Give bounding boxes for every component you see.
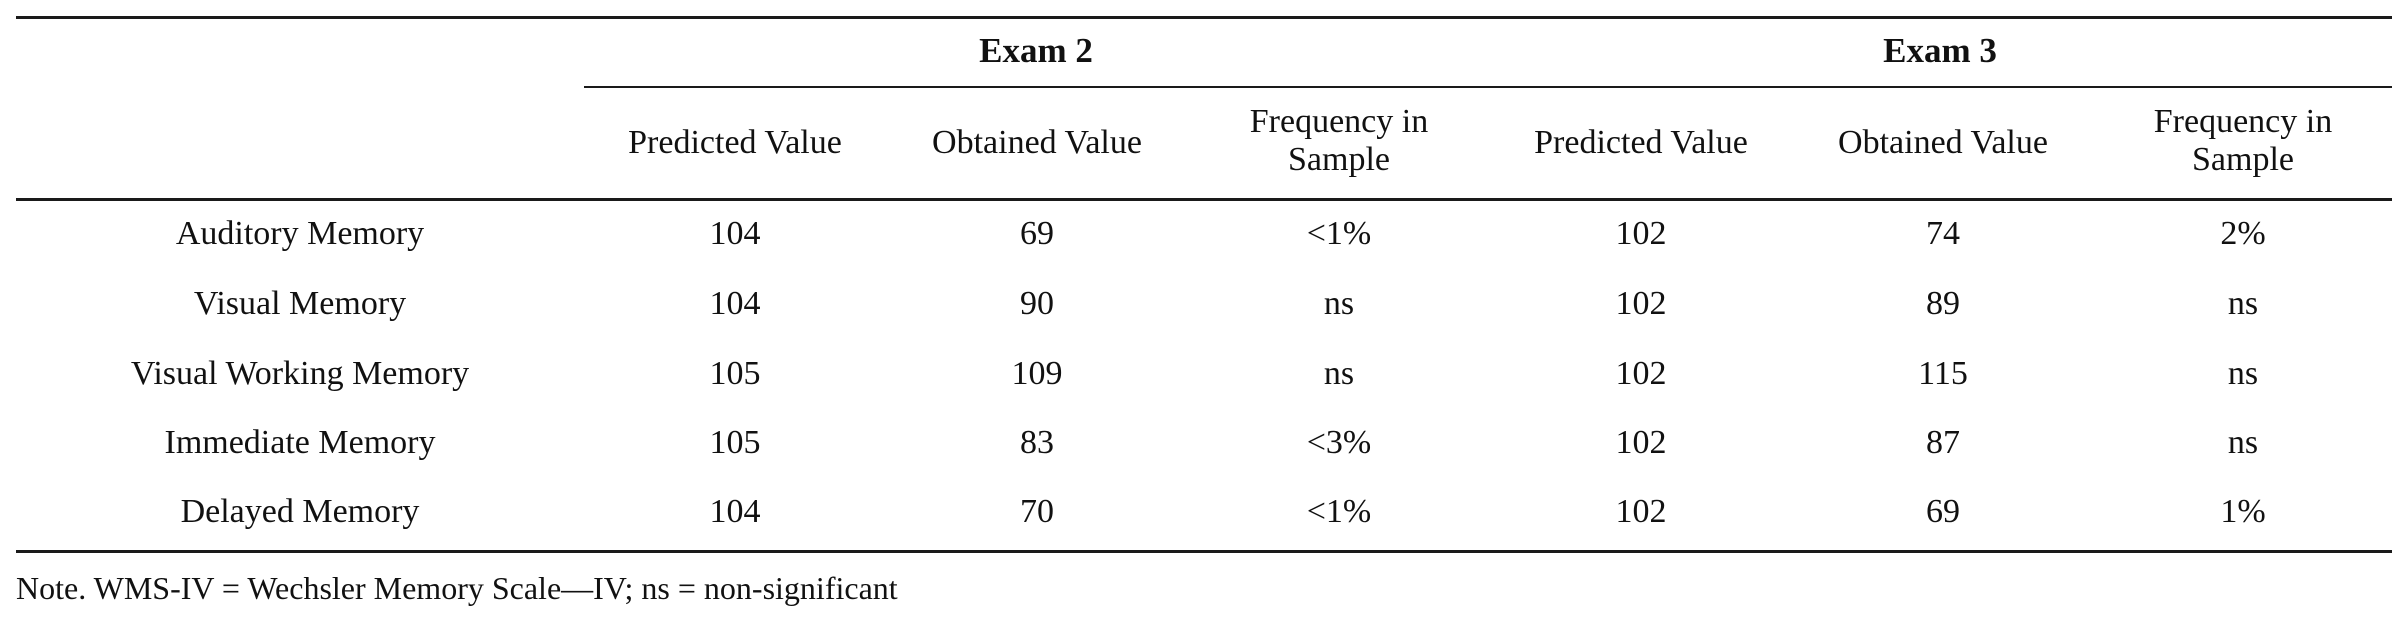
table-cell: 69 xyxy=(1020,215,1054,252)
table-cell: <3% xyxy=(1306,424,1372,461)
table-cell: 74 xyxy=(1926,215,1960,252)
group-header-exam-3: Exam 3 xyxy=(1883,31,1997,70)
table-cell: 109 xyxy=(1011,355,1063,392)
column-header-frequency-in-sample: Frequency in Sample xyxy=(1188,103,1490,179)
table-cell: 1% xyxy=(2220,493,2266,530)
table-cell: ns xyxy=(2227,355,2259,392)
table-cell: ns xyxy=(2227,285,2259,322)
row-label: Delayed Memory xyxy=(180,493,420,530)
column-header-frequency-in-sample: Frequency in Sample xyxy=(2094,103,2392,179)
table-cell: <1% xyxy=(1306,493,1372,530)
table-cell: 90 xyxy=(1020,285,1054,322)
table-cell: 2% xyxy=(2220,215,2266,252)
table-cell: 102 xyxy=(1615,493,1667,530)
table-cell: <1% xyxy=(1306,215,1372,252)
column-header-predicted-value: Predicted Value xyxy=(1534,124,1748,161)
table-cell: 105 xyxy=(709,424,761,461)
table-cell: ns xyxy=(1323,285,1355,322)
table-cell: 102 xyxy=(1615,285,1667,322)
table-cell: 83 xyxy=(1020,424,1054,461)
column-header-predicted-value: Predicted Value xyxy=(628,124,842,161)
row-label: Visual Memory xyxy=(193,285,407,322)
header-bottom-rule xyxy=(16,198,2392,201)
column-header-line: Sample xyxy=(2192,141,2294,178)
column-header-line: Frequency in xyxy=(1249,103,1429,140)
table-cell: 104 xyxy=(709,215,761,252)
row-label: Immediate Memory xyxy=(164,424,436,461)
table-cell: 115 xyxy=(1918,355,1968,392)
row-label: Auditory Memory xyxy=(175,215,425,252)
table-cell: 104 xyxy=(709,285,761,322)
row-label: Visual Working Memory xyxy=(130,355,470,392)
group-header-exam-2: Exam 2 xyxy=(979,31,1093,70)
table-bottom-rule xyxy=(16,550,2392,553)
table-cell: 87 xyxy=(1926,424,1960,461)
table-cell: 70 xyxy=(1020,493,1054,530)
group-header-rule xyxy=(584,86,2392,88)
column-header-line: Frequency in xyxy=(2153,103,2333,140)
table-cell: 105 xyxy=(709,355,761,392)
column-header-line: Sample xyxy=(1288,141,1390,178)
column-header-obtained-value: Obtained Value xyxy=(932,124,1142,161)
table-cell: 104 xyxy=(709,493,761,530)
table-top-rule xyxy=(16,16,2392,19)
table-cell: 102 xyxy=(1615,215,1667,252)
table-cell: 102 xyxy=(1615,355,1667,392)
table-cell: 102 xyxy=(1615,424,1667,461)
table-cell: ns xyxy=(2227,424,2259,461)
table-cell: ns xyxy=(1323,355,1355,392)
table-cell: 69 xyxy=(1926,493,1960,530)
table-cell: 89 xyxy=(1926,285,1960,322)
column-header-obtained-value: Obtained Value xyxy=(1838,124,2048,161)
table-note: Note. WMS-IV = Wechsler Memory Scale—IV;… xyxy=(16,570,898,606)
